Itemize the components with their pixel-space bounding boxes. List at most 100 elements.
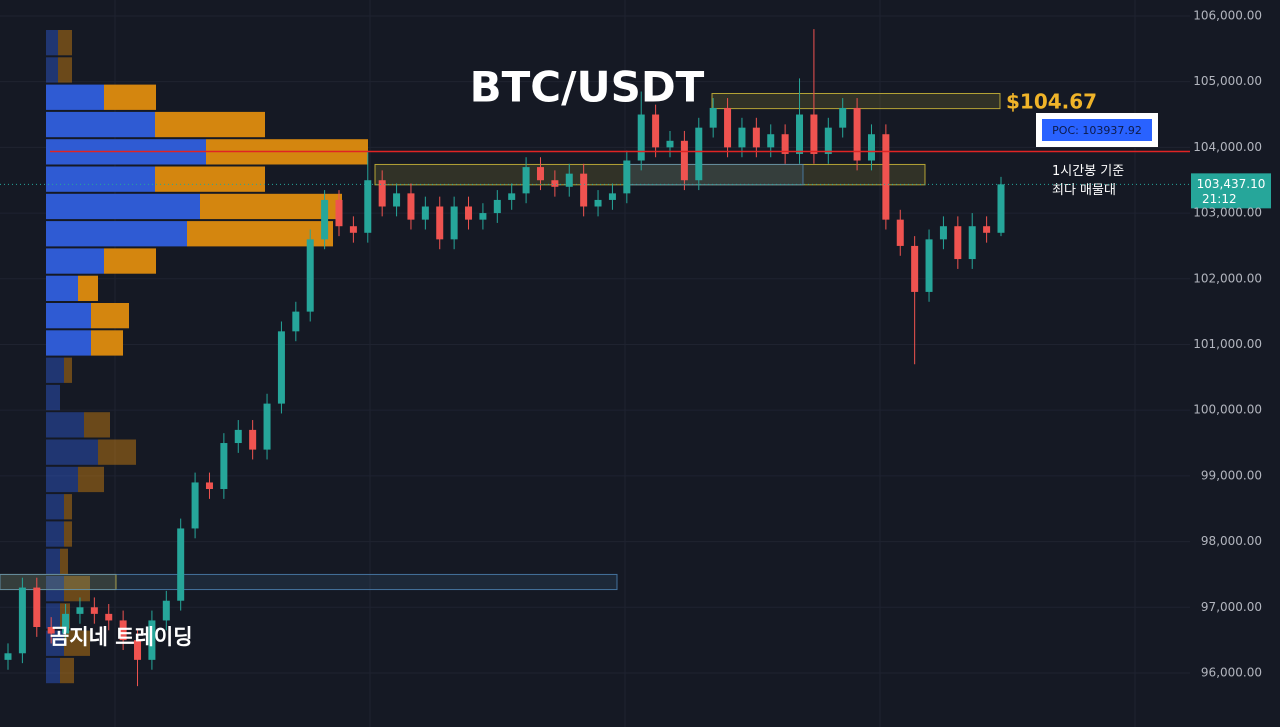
candle-body — [522, 167, 530, 194]
candle-body — [594, 199, 602, 207]
candle-body — [536, 167, 544, 181]
candle-body — [18, 587, 26, 654]
candle-body — [335, 199, 343, 227]
buy-volume-bar — [46, 166, 155, 192]
annotation: 1시간봉 기준 최다 매물대 — [1052, 164, 1124, 198]
candle-body — [292, 311, 300, 332]
candle-body — [465, 206, 473, 220]
candle-body — [867, 134, 875, 161]
candle-body — [724, 107, 732, 148]
candle-body — [47, 627, 55, 634]
candle-body — [349, 226, 357, 233]
candle-body — [119, 620, 127, 641]
candles — [4, 29, 1005, 687]
sell-volume-bar — [91, 303, 129, 329]
candle-body — [407, 193, 415, 220]
last-price-tag — [1191, 173, 1271, 209]
buy-volume-bar — [46, 303, 91, 329]
sell-volume-bar — [98, 439, 136, 465]
candle-body — [62, 613, 70, 634]
candle-body — [263, 403, 271, 450]
candle-body — [738, 127, 746, 148]
sell-volume-bar — [200, 193, 342, 220]
buy-volume-bar — [46, 57, 58, 83]
candle-body — [105, 613, 113, 621]
candle-body — [4, 653, 12, 660]
buy-volume-bar — [46, 494, 64, 520]
countdown-label: 21:12 — [1202, 192, 1237, 206]
sell-volume-bar — [104, 84, 156, 110]
candle-body — [709, 107, 717, 128]
buy-volume-bar — [46, 357, 64, 383]
candle-body — [551, 180, 559, 187]
zone-label: $104.67 — [1006, 90, 1097, 114]
candle-body — [148, 620, 156, 660]
price-zone — [624, 163, 804, 186]
buy-volume-bar — [46, 330, 91, 356]
buy-volume-bar — [46, 193, 200, 220]
candle-body — [781, 134, 789, 154]
candle-body — [695, 127, 703, 181]
candle-body — [839, 107, 847, 128]
y-tick-label: 97,000.00 — [1201, 600, 1262, 614]
candle-body — [421, 206, 429, 220]
candle-body — [752, 127, 760, 148]
chart-title: BTC/USDT — [470, 63, 705, 112]
y-tick-label: 106,000.00 — [1193, 8, 1262, 22]
buy-volume-bar — [46, 84, 104, 110]
volume-profile — [46, 30, 368, 684]
buy-volume-bar — [46, 603, 60, 629]
sell-volume-bar — [64, 576, 90, 602]
buy-volume-bar — [46, 30, 58, 56]
candle-body — [767, 134, 775, 148]
sell-volume-bar — [78, 275, 98, 301]
poc-label: POC: 103937.92 — [1052, 124, 1142, 137]
candle-body — [493, 199, 501, 214]
buy-volume-bar — [46, 248, 104, 274]
buy-volume-bar — [46, 657, 60, 684]
buy-volume-bar — [46, 412, 84, 438]
sell-volume-bar — [64, 357, 72, 383]
candle-body — [378, 180, 386, 207]
candle-body — [234, 429, 242, 444]
candle-body — [954, 226, 962, 260]
candle-body — [997, 184, 1005, 233]
candle-body — [983, 226, 991, 233]
candle-body — [33, 587, 41, 628]
candle-body — [925, 239, 933, 292]
candle-body — [637, 114, 645, 161]
buy-volume-bar — [46, 630, 64, 656]
candle-body — [277, 331, 285, 404]
candle-body — [436, 206, 444, 240]
candle-body — [479, 213, 487, 220]
buy-volume-bar — [46, 521, 64, 547]
candle-body — [652, 114, 660, 148]
sell-volume-bar — [64, 494, 72, 520]
candle-body — [608, 193, 616, 200]
candle-body — [882, 134, 890, 220]
grid — [0, 0, 1190, 727]
buy-volume-bar — [46, 275, 78, 301]
candle-body — [666, 140, 674, 148]
buy-volume-bar — [46, 548, 60, 574]
y-tick-label: 96,000.00 — [1201, 665, 1262, 679]
sell-volume-bar — [60, 657, 74, 684]
y-tick-label: 98,000.00 — [1201, 534, 1262, 548]
candle-body — [911, 245, 919, 292]
candle-body — [939, 226, 947, 240]
sell-volume-bar — [64, 630, 90, 656]
y-tick-label: 102,000.00 — [1193, 271, 1262, 285]
buy-volume-bar — [46, 111, 155, 138]
candle-body — [205, 482, 213, 490]
candle-body — [796, 114, 804, 154]
price-zone — [711, 92, 1001, 110]
candle-body — [968, 226, 976, 260]
zones — [0, 92, 1001, 591]
buy-volume-bar — [46, 466, 78, 493]
last-price-label: 103,437.10 — [1197, 177, 1266, 191]
sell-volume-bar — [78, 466, 104, 493]
sell-volume-bar — [58, 57, 72, 83]
candle-body — [364, 180, 372, 233]
y-tick-label: 99,000.00 — [1201, 468, 1262, 482]
